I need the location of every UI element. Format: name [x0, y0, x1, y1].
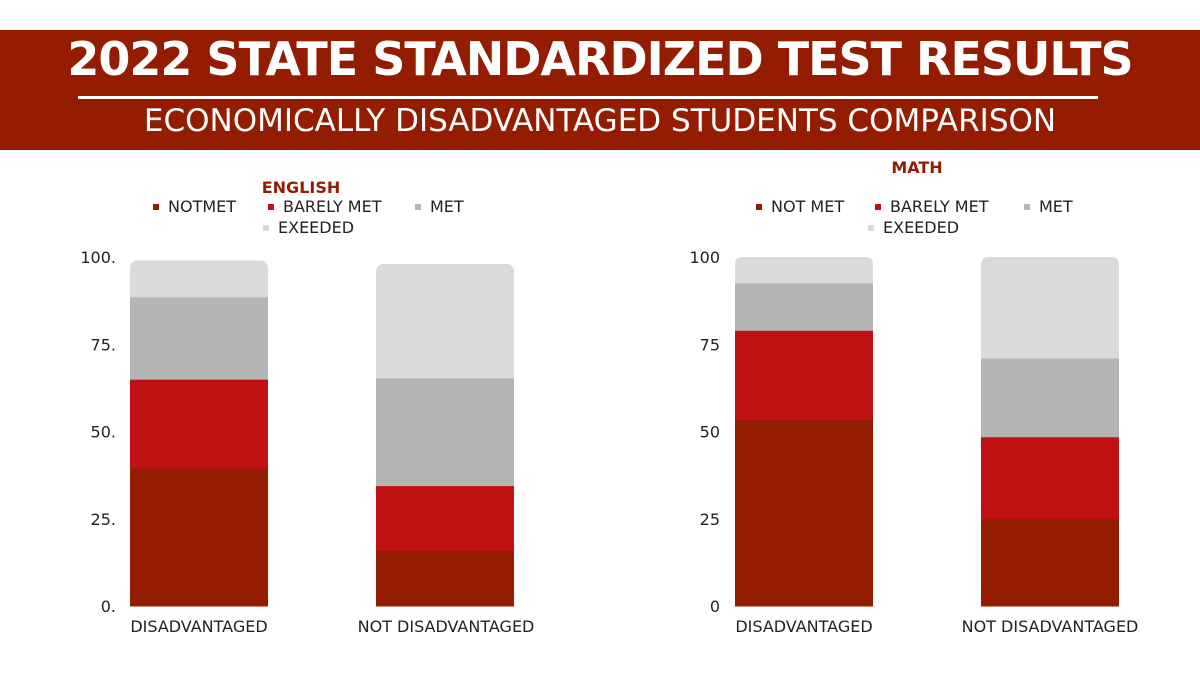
header-divider [78, 96, 1098, 99]
english-legend-label-0: NOTMET [168, 197, 236, 216]
math-y-tick-2: 50 [700, 423, 720, 442]
math-y-tick-1: 25 [700, 510, 720, 529]
english-bar-1-2 [376, 378, 514, 487]
math-legend-label-1: BARELY MET [890, 197, 989, 216]
english-bar-1-1 [376, 485, 514, 551]
english-legend-label-3: EXEEDED [278, 218, 354, 237]
math-legend-swatch-2 [1024, 204, 1030, 210]
header-banner [0, 30, 1200, 150]
math-legend-label-0: NOT MET [771, 197, 844, 216]
english-legend-label-1: BARELY MET [283, 197, 382, 216]
english-y-tick-0: 0. [101, 597, 116, 616]
math-y-tick-4: 100 [689, 248, 720, 267]
english-bar-0-1 [130, 379, 268, 469]
english-bar-0-2 [130, 297, 268, 380]
english-bar-0-3 [130, 260, 268, 298]
math-y-tick-3: 75 [700, 335, 720, 354]
math-bar-1-3 [981, 257, 1119, 359]
english-category-label-0: DISADVANTAGED [130, 617, 267, 636]
math-bar-1-0 [981, 518, 1119, 607]
math-y-tick-0: 0 [710, 597, 720, 616]
math-chart-title: MATH [891, 158, 942, 177]
english-category-label-1: NOT DISADVANTAGED [358, 617, 535, 636]
english-legend-label-2: MET [430, 197, 464, 216]
page-title: 2022 STATE STANDARDIZED TEST RESULTS [67, 32, 1133, 86]
english-legend-swatch-2 [415, 204, 421, 210]
math-bar-0-2 [735, 283, 873, 331]
math-legend-swatch-1 [875, 204, 881, 210]
english-legend-swatch-0 [153, 204, 159, 210]
math-legend-swatch-0 [756, 204, 762, 210]
page-subtitle: ECONOMICALLY DISADVANTAGED STUDENTS COMP… [143, 103, 1057, 139]
math-bar-0-1 [735, 330, 873, 420]
english-y-tick-3: 75. [91, 335, 116, 354]
english-legend-swatch-1 [268, 204, 274, 210]
english-chart-title: ENGLISH [262, 178, 341, 197]
english-bar-1-3 [376, 263, 514, 379]
math-category-label-0: DISADVANTAGED [735, 617, 872, 636]
english-y-tick-1: 25. [91, 510, 116, 529]
math-bar-0-0 [735, 419, 873, 607]
english-y-tick-2: 50. [91, 423, 116, 442]
english-bar-1-0 [376, 550, 514, 607]
math-legend-label-2: MET [1039, 197, 1073, 216]
math-bar-1-2 [981, 358, 1119, 438]
english-bar-0-0 [130, 468, 268, 607]
math-legend-label-3: EXEEDED [883, 218, 959, 237]
english-legend-swatch-3 [263, 225, 269, 231]
math-legend-swatch-3 [868, 225, 874, 231]
math-bar-1-1 [981, 436, 1119, 520]
math-category-label-1: NOT DISADVANTAGED [962, 617, 1139, 636]
math-bar-0-3 [735, 257, 873, 284]
english-y-tick-4: 100. [80, 248, 116, 267]
